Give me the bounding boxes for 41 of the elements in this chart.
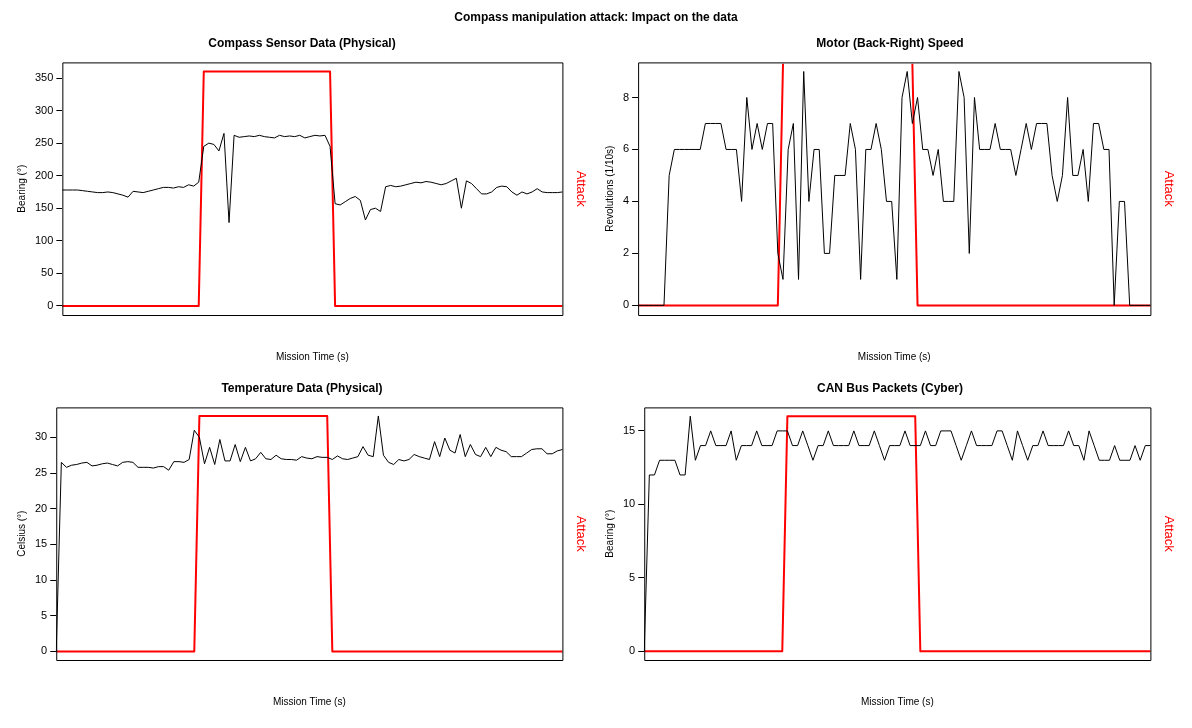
y-tick-label: 0 — [629, 644, 636, 657]
y-tick-label: 5 — [629, 570, 636, 583]
y-tick-label: 250 — [34, 136, 54, 149]
y-tick-label: 350 — [34, 71, 54, 84]
y-tick-label: 15 — [622, 423, 636, 436]
y-tick-label: 0 — [41, 644, 48, 657]
y-tick-label: 20 — [34, 501, 48, 514]
text: Compass manipulation attack: Impact on the data — [453, 9, 739, 26]
y2-axis-title: Attack — [1161, 515, 1177, 553]
y-tick-label: 100 — [34, 233, 54, 246]
y2-axis-title: Attack — [573, 515, 589, 553]
chart-title: CAN Bus Packets (Cyber) — [816, 380, 964, 395]
y-tick-label: 200 — [34, 168, 54, 181]
chart-title: Temperature Data (Physical) — [221, 380, 383, 395]
y-axis-title: Bearing (°) — [15, 164, 27, 213]
y-tick-label: 0 — [47, 298, 54, 311]
y-tick-label: 25 — [34, 466, 48, 479]
y-tick-label: 50 — [41, 266, 54, 279]
y-axis-title: Bearing (°) — [603, 509, 615, 558]
chart-title: Motor (Back-Right) Speed — [816, 35, 964, 50]
y2-axis-title: Attack — [1161, 170, 1177, 208]
y-tick-label: 2 — [622, 246, 630, 259]
x-axis-title: Mission Time (s) — [272, 695, 346, 707]
y-tick-label: 30 — [34, 430, 48, 443]
y-tick-label: 15 — [34, 537, 48, 550]
y-tick-label: 10 — [622, 497, 636, 510]
y-tick-label: 6 — [622, 142, 630, 155]
y-tick-label: 300 — [34, 103, 54, 116]
chart-title: Compass Sensor Data (Physical) — [208, 35, 396, 50]
y2-axis-title: Attack — [573, 170, 589, 208]
y-tick-label: 4 — [622, 194, 630, 207]
y-tick-label: 150 — [34, 201, 54, 214]
x-axis-title: Mission Time (s) — [857, 350, 931, 362]
x-axis-title: Mission Time (s) — [860, 695, 934, 707]
y-tick-label: 0 — [622, 298, 630, 311]
y-tick-label: 10 — [34, 573, 48, 586]
y-axis-title: Revolutions (1/10s) — [603, 145, 615, 232]
x-axis-title: Mission Time (s) — [275, 350, 349, 362]
y-tick-label: 8 — [622, 90, 630, 103]
y-axis-title: Celsius (°) — [15, 510, 27, 557]
y-tick-label: 5 — [41, 608, 48, 621]
